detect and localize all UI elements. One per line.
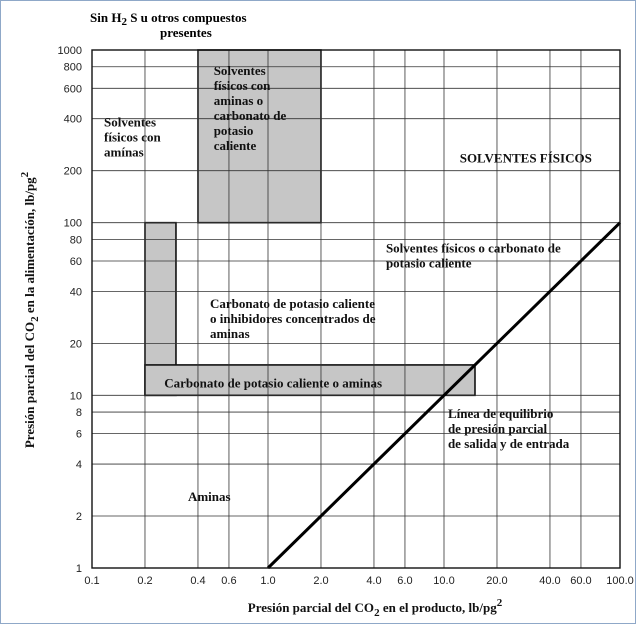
- y-tick-label: 1000: [58, 45, 82, 57]
- y-tick-label: 40: [70, 286, 82, 298]
- x-tick-label: 4.0: [366, 575, 381, 587]
- y-axis-label: Presión parcial del CO2 en la alimentaci…: [19, 171, 41, 448]
- series-line-1: [266, 221, 622, 570]
- y-tick-label: 60: [70, 256, 82, 268]
- x-tick-label: 60.0: [570, 575, 591, 587]
- x-tick-label: 0.4: [190, 575, 205, 587]
- x-tick-label: 100.0: [606, 575, 634, 587]
- x-axis-label: Presión parcial del CO2 en el producto, …: [248, 597, 503, 619]
- region-label-6: Carbonato de potasio caliente o aminas: [164, 376, 382, 391]
- x-tick-label: 2.0: [313, 575, 328, 587]
- region-label-8: Aminas: [188, 489, 231, 504]
- y-tick-label: 4: [76, 459, 82, 471]
- x-tick-label: 0.2: [137, 575, 152, 587]
- y-tick-label: 20: [70, 338, 82, 350]
- chart-title-line1: Sin H2 S u otros compuestos: [90, 10, 247, 28]
- y-tick-label: 600: [64, 83, 82, 95]
- x-tick-label: 0.6: [221, 575, 236, 587]
- chart-title-line2: presentes: [160, 25, 212, 40]
- region-label-3: SOLVENTES FÍSICOS: [460, 151, 592, 166]
- y-tick-label: 1: [76, 563, 82, 575]
- region-label-1: Solventes físicos con amínas: [104, 114, 161, 159]
- y-tick-label: 200: [64, 166, 82, 178]
- y-tick-label: 2: [76, 511, 82, 523]
- y-tick-label: 6: [76, 429, 82, 441]
- y-tick-label: 10: [70, 390, 82, 402]
- region-label-7: Línea de equilibrio de presión parcial de …: [448, 406, 570, 451]
- region-label-4: Solventes físicos o carbonato de potasio …: [386, 240, 561, 270]
- plot-border: [91, 49, 621, 569]
- y-tick-label: 400: [64, 114, 82, 126]
- x-tick-label: 40.0: [539, 575, 560, 587]
- x-tick-label: 6.0: [397, 575, 412, 587]
- x-tick-label: 0.1: [84, 575, 99, 587]
- y-tick-label: 800: [64, 62, 82, 74]
- x-tick-label: 20.0: [486, 575, 507, 587]
- y-tick-label: 100: [64, 218, 82, 230]
- x-tick-label: 10.0: [433, 575, 454, 587]
- y-tick-label: 8: [76, 407, 82, 419]
- region-label-5: Carbonato de potasio caliente o inhibidor…: [210, 296, 376, 341]
- y-tick-label: 80: [70, 234, 82, 246]
- x-tick-label: 1.0: [260, 575, 275, 587]
- shaded-region-3: [144, 364, 476, 397]
- region-label-2: Solventes físicos con aminas o carbonato de…: [214, 63, 287, 153]
